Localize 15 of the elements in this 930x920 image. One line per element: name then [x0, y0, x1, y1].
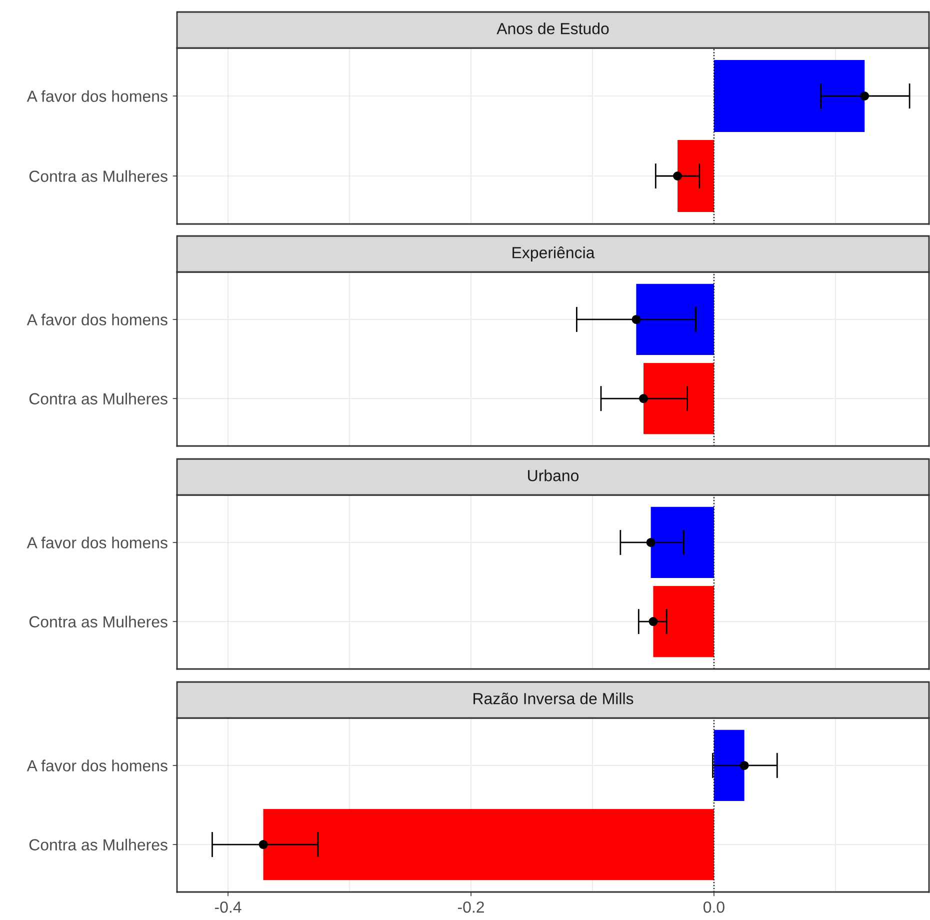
chart-title: Razão Inversa de Mills	[474, 692, 634, 704]
chart-title: Urbano	[528, 470, 579, 482]
chart-title: Experiência	[512, 246, 595, 262]
y-tick-label: Contra as Mulheres	[29, 170, 168, 182]
y-tick-label: Contra as Mulheres	[29, 838, 168, 850]
x-tick-label: 0.0	[703, 901, 724, 913]
x-tick-label: -0.2	[458, 901, 484, 913]
y-tick-label: A favor dos homens	[26, 90, 168, 102]
y-tick-label: Contra as Mulheres	[29, 616, 168, 628]
y-tick-label: A favor dos homens	[26, 314, 168, 326]
x-tick-label: -0.4	[214, 901, 242, 913]
y-tick-label: A favor dos homens	[26, 536, 168, 548]
y-tick-label: A favor dos homens	[26, 760, 168, 772]
chart-title: Anos de Estudo	[496, 22, 609, 34]
y-tick-label: Contra as Mulheres	[29, 392, 168, 404]
